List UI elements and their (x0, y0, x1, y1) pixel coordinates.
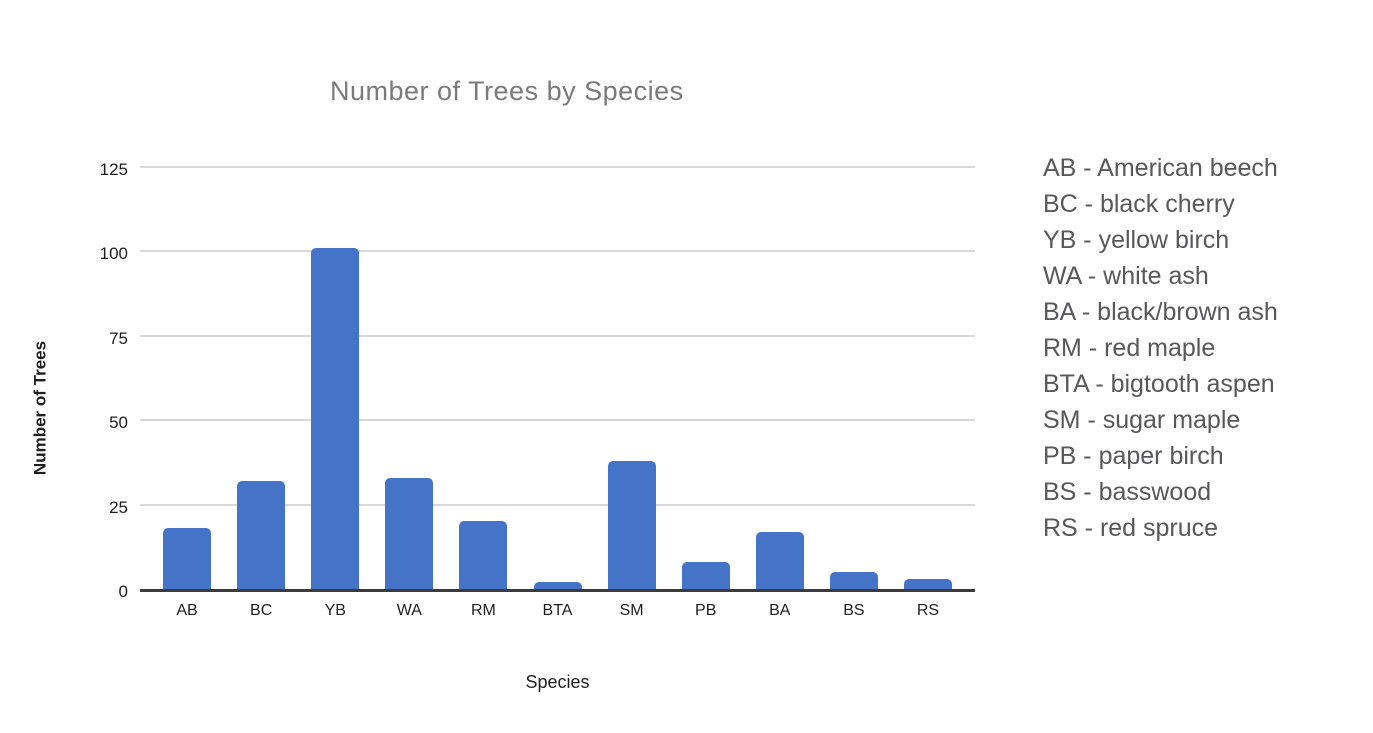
x-tick-label-WA: WA (396, 602, 422, 619)
legend-item-rm: RM - red maple (1043, 334, 1216, 362)
y-tick-label-25: 25 (109, 497, 128, 517)
gridline-100 (140, 250, 975, 253)
legend-item-yb: YB - yellow birch (1043, 226, 1230, 254)
bar-YB (311, 248, 360, 589)
gridline-125 (140, 166, 975, 168)
x-tick-label-RS: RS (916, 602, 940, 619)
x-tick-label-BC: BC (250, 602, 273, 619)
bar-slot-WA (372, 170, 446, 589)
legend-item-bc: BC - black cherry (1043, 190, 1235, 218)
y-tick-label-50: 50 (109, 413, 128, 433)
x-axis-title: Species (525, 672, 590, 692)
bar-SM (607, 460, 656, 589)
bar-BC (237, 480, 286, 589)
bar-PB (681, 562, 730, 589)
x-tick-label-RM: RM (470, 602, 496, 619)
y-tick-label-75: 75 (109, 328, 128, 348)
bar-RS (903, 578, 952, 589)
x-axis-tick-labels: AB BC YB WA RM BTA SM PB BA BS RS (140, 602, 975, 620)
legend-item-ba: BA - black/brown ash (1043, 298, 1278, 326)
x-tick-label-BS: BS (843, 602, 865, 619)
y-tick-label-100: 100 (99, 244, 128, 264)
bar-slot-BTA (520, 170, 594, 589)
bar-slot-RM (446, 170, 520, 589)
bar-slot-SM (595, 170, 669, 589)
bar-slot-RS (891, 170, 965, 589)
plot-area (140, 166, 975, 592)
bar-WA (385, 477, 434, 589)
x-tick-label-BTA: BTA (542, 602, 573, 619)
bar-slot-BC (224, 170, 298, 589)
x-tick-label-SM: SM (619, 602, 644, 619)
bar-BTA (533, 582, 582, 589)
bar-AB (163, 528, 212, 589)
chart-title: Number of Trees by Species (330, 76, 684, 106)
y-tick-label-0: 0 (118, 582, 128, 601)
gridline-25 (140, 503, 975, 506)
y-axis-tick-labels: 0 25 50 75 100 125 (40, 161, 128, 601)
bar-slot-PB (669, 170, 743, 589)
x-tick-label-PB: PB (695, 602, 717, 619)
gridline-75 (140, 334, 975, 337)
gridline-50 (140, 419, 975, 422)
legend-item-pb: PB - paper birch (1043, 442, 1224, 470)
bar-slot-BA (743, 170, 817, 589)
bars-group (140, 170, 975, 589)
bar-slot-AB (150, 170, 224, 589)
bar-RM (459, 521, 508, 589)
species-legend: AB - American beech BC - black cherry YB -… (1043, 150, 1278, 546)
bar-slot-BS (817, 170, 891, 589)
y-tick-label-125: 125 (99, 160, 128, 179)
legend-item-sm: SM - sugar maple (1043, 406, 1241, 434)
legend-item-rs: RS - red spruce (1043, 514, 1219, 542)
bar-BS (829, 572, 878, 589)
legend-item-bs: BS - basswood (1043, 478, 1212, 506)
x-tick-label-AB: AB (176, 602, 198, 619)
legend-item-bta: BTA - bigtooth aspen (1043, 370, 1275, 398)
bar-slot-YB (298, 170, 372, 589)
x-tick-label-BA: BA (769, 602, 791, 619)
bar-BA (755, 531, 804, 589)
legend-item-ab: AB - American beech (1043, 154, 1278, 182)
x-tick-label-YB: YB (324, 602, 346, 619)
legend-item-wa: WA - white ash (1043, 262, 1209, 290)
